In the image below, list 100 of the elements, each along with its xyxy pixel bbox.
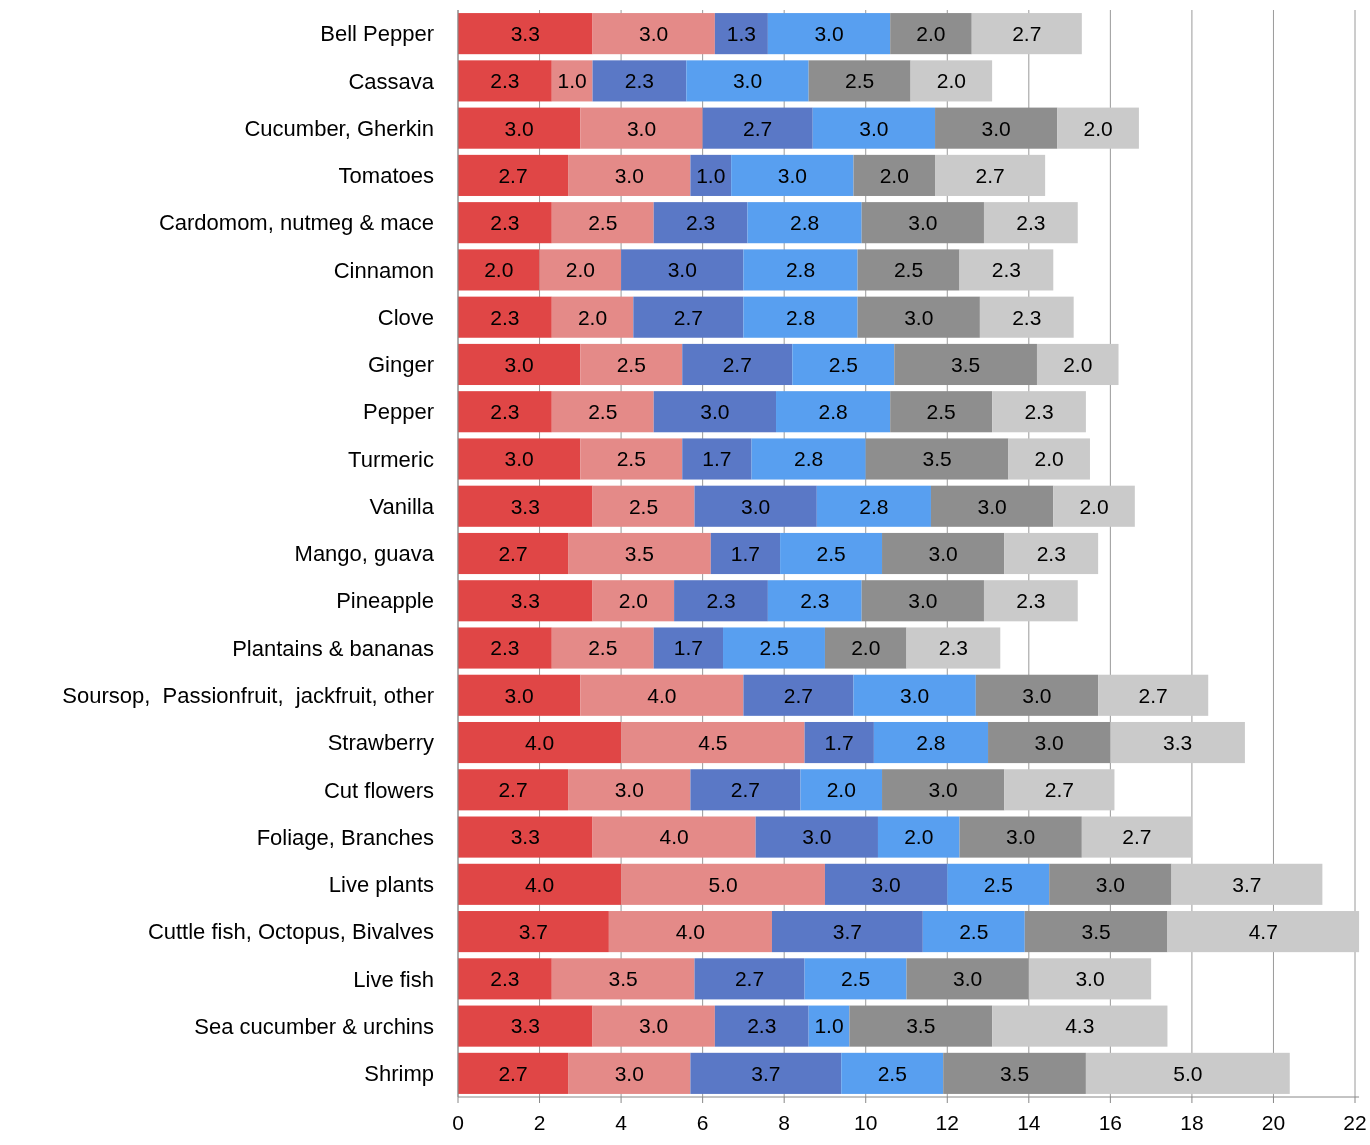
bar [551,202,654,244]
x-tick-label: 2 [533,1111,546,1134]
data-label: 2.7 [498,778,528,802]
data-label: 3.5 [999,1061,1030,1085]
bar [551,391,654,433]
y-tick-label: Clove [377,304,434,330]
data-label: 2.3 [1016,589,1046,613]
bar [653,391,777,433]
data-label: 2.7 [673,305,703,329]
bar [1098,674,1209,716]
bar [1081,816,1192,858]
bar [1004,532,1099,575]
x-tick-label: 20 [1261,1111,1286,1134]
data-label: 3.0 [1006,825,1036,849]
data-label: 2.5 [877,1061,907,1085]
y-tick-label: Bell Pepper [320,21,434,47]
bar [751,438,866,480]
y-tick-label: Turmeric [348,446,434,472]
data-label: 2.0 [618,589,648,613]
data-label: 3.0 [908,589,938,613]
data-label: 2.5 [588,211,618,235]
data-label: 3.0 [981,116,1011,140]
data-label: 2.5 [959,919,989,943]
data-label: 3.0 [639,1014,669,1038]
bar [458,627,552,669]
y-tick-label: Sea cucumber & urchins [194,1013,434,1039]
bar [686,60,809,102]
data-label: 2.5 [926,400,956,424]
bar [568,154,691,196]
bar [580,107,703,149]
bar [992,391,1086,433]
data-label: 2.7 [498,163,528,187]
bar [1036,343,1119,386]
data-label: 2.8 [794,447,824,471]
bar [1110,721,1245,764]
data-label: 3.0 [1022,683,1052,707]
data-label: 2.7 [1012,21,1042,45]
bar [682,438,752,480]
bar [621,249,744,291]
data-label: 2.0 [879,163,909,187]
bar [458,343,581,386]
data-label: 2.5 [840,967,871,991]
data-label: 3.3 [510,21,540,45]
bar [551,958,695,1000]
data-label: 2.5 [628,494,659,518]
data-label: 2.3 [1012,305,1042,329]
bar [633,296,744,338]
bar [1167,911,1360,953]
bar [1028,958,1152,1000]
y-tick-label: Cinnamon [333,257,434,283]
bar [731,154,854,196]
data-label: 3.7 [832,919,862,943]
data-label: 2.5 [616,352,646,376]
bar [592,816,756,858]
data-label: 3.3 [1163,730,1193,754]
data-label: 3.5 [906,1014,936,1038]
bar [1053,485,1135,527]
bar [743,249,858,291]
data-label: 2.7 [498,1061,528,1085]
data-label: 2.5 [893,258,924,282]
data-label: 2.3 [800,589,830,613]
bar [694,958,805,1000]
data-label: 2.8 [859,494,889,518]
bar [824,863,948,905]
data-label: 3.0 [977,494,1007,518]
bar [979,296,1074,338]
data-label: 2.0 [904,825,934,849]
bar [804,958,907,1000]
data-label: 3.0 [732,69,763,93]
bar [767,13,891,55]
data-label: 2.5 [616,447,646,471]
data-label: 2.0 [916,21,946,45]
bar [458,249,540,291]
bar [458,958,552,1000]
bar [458,391,552,433]
data-label: 2.7 [1138,683,1168,707]
data-label: 2.5 [828,352,858,376]
data-label: 2.5 [588,400,618,424]
data-label: 3.0 [928,541,958,565]
bar [743,296,858,338]
bar [580,674,744,716]
data-label: 3.0 [904,305,934,329]
x-tick-label: 6 [696,1111,709,1134]
data-label: 2.7 [975,163,1005,187]
data-label: 3.3 [510,825,540,849]
bar [755,816,878,858]
bar [910,60,993,102]
data-label: 2.3 [706,589,736,613]
data-label: 2.3 [686,211,716,235]
data-label: 3.0 [908,211,938,235]
bar [723,627,825,669]
data-label: 3.7 [1232,872,1262,896]
bar [592,13,715,55]
data-label: 2.7 [730,778,761,802]
bar [580,438,683,480]
bar [621,721,805,764]
bar [710,532,781,575]
y-tick-label: Pepper [363,399,434,425]
data-label: 2.5 [845,69,875,93]
data-label: 4.0 [524,872,555,896]
